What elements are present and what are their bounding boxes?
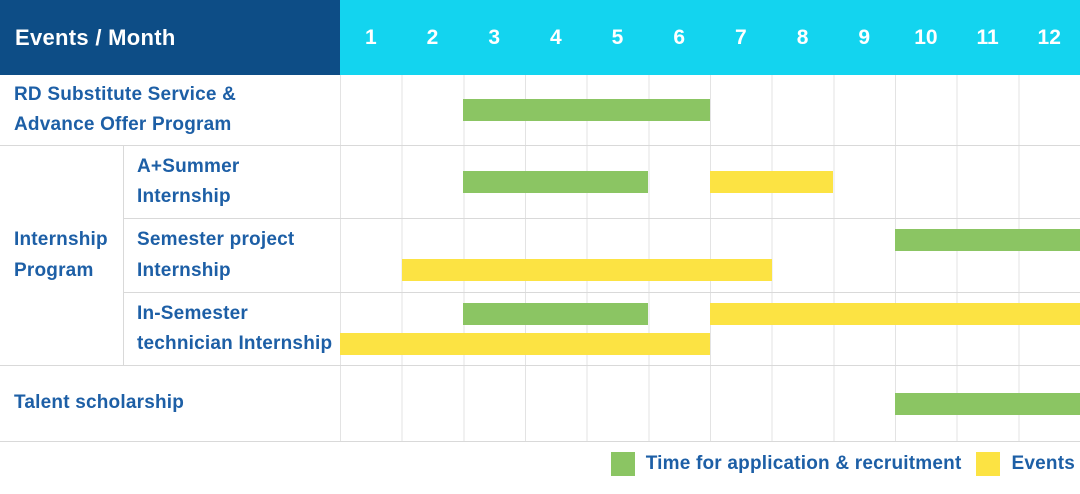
month-label-9: 9 [858,25,871,49]
legend-item-application: Time for application & recruitment [610,452,962,476]
month-header: 1 2 3 4 5 6 7 8 9 10 11 12 [340,0,1080,75]
gantt-bar-event [340,333,710,355]
header-events-month-cell: Events / Month [0,0,340,75]
legend: Time for application & recruitment Event… [0,452,1075,476]
month-label-8: 8 [796,25,809,49]
timeline-row-talent-scholarship [340,366,1080,442]
month-label-2: 2 [426,25,439,49]
row-label-talent-scholarship: Talent scholarship [0,366,340,442]
legend-label-application: Time for application & recruitment [645,453,962,474]
month-label-3: 3 [488,25,501,49]
legend-item-events: Events [976,452,1075,476]
month-label-12: 12 [1037,25,1061,49]
group-label-internship-program: Internship Program [0,146,124,366]
month-label-10: 10 [914,25,938,49]
legend-label-events: Events [1011,453,1075,474]
row-label-rd-substitute-service: RD Substitute Service & Advance Offer Pr… [0,75,340,146]
events-yellow-swatch-icon [976,452,1001,476]
timeline-row-rd-substitute-service [340,75,1080,146]
row-label-semester-project-internship: Semester project Internship [124,219,340,293]
application-green-swatch-icon [610,452,635,476]
gantt-bar-event [401,259,772,281]
month-label-4: 4 [550,25,562,49]
month-label-6: 6 [673,25,686,49]
timeline-row-semester-project-internship [340,219,1080,293]
month-label-5: 5 [611,25,624,49]
gantt-bar-application [463,171,649,193]
gantt-bar-application [895,392,1080,415]
row-label-in-semester-technician-internship: In-Semester technician Internship [124,293,340,366]
gantt-bar-event [710,303,1080,325]
gantt-table: Events / Month 1 2 3 4 5 6 7 8 9 10 11 12 RD Substi… [0,0,1080,442]
row-label-a-plus-summer-internship: A+Summer Internship [124,146,340,219]
month-label-1: 1 [364,25,377,49]
month-label-7: 7 [735,25,747,49]
gantt-bar-event [710,171,834,193]
gantt-bar-application [463,303,649,325]
gantt-bar-application [463,99,710,121]
timeline-row-in-semester-technician-internship [340,293,1080,366]
timeline-row-a-plus-summer-internship [340,146,1080,219]
month-label-11: 11 [976,25,999,49]
gantt-bar-application [895,229,1080,251]
header-title: Events / Month [15,24,176,50]
